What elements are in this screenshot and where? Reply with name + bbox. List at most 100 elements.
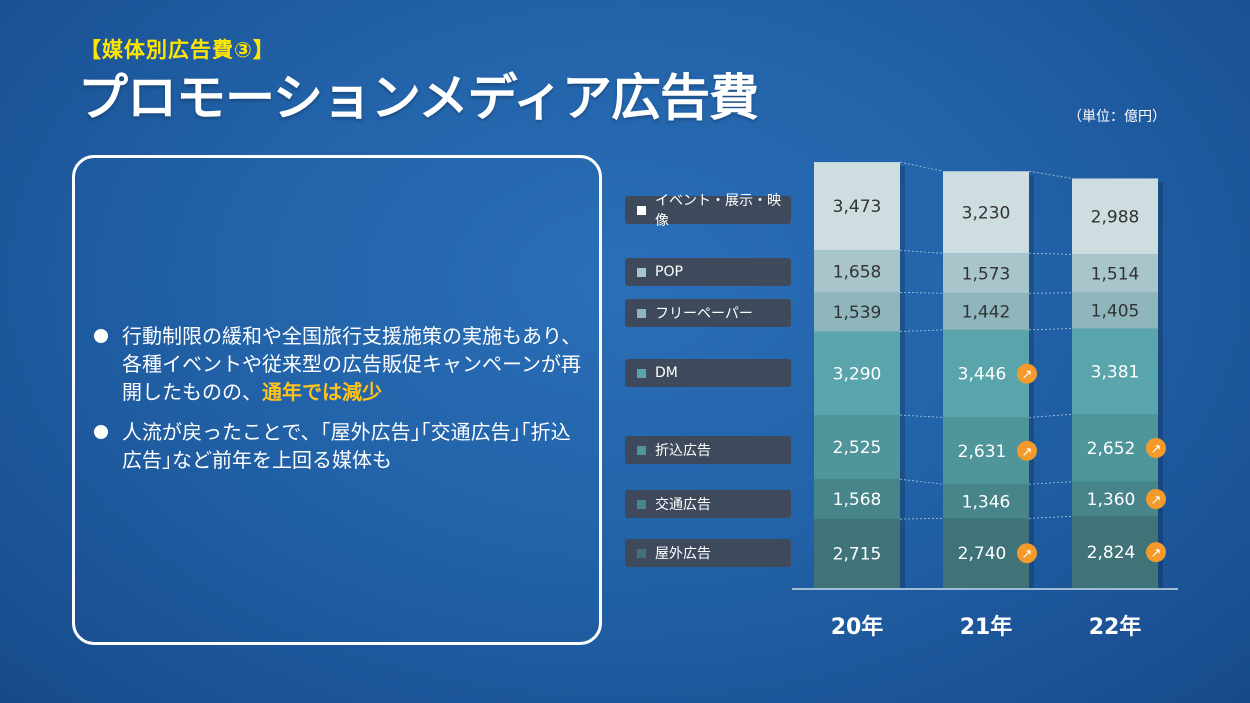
data-label: 2,988: [1091, 207, 1140, 227]
connector-line: [899, 161, 944, 172]
data-label: 2,740: [958, 544, 1007, 564]
bullet-list: 行動制限の緩和や全国旅行支援施策の実施もあり、各種イベントや従来型の広告販促キャ…: [90, 322, 590, 486]
increase-arrow-icon: [1146, 438, 1166, 459]
legend-label: 屋外広告: [655, 546, 711, 562]
bar-segment: [814, 479, 900, 520]
legend-swatch-icon: [637, 445, 646, 455]
bar-segment: [1072, 178, 1158, 255]
bar-segment: [1072, 414, 1158, 482]
increase-arrow-glyph: ↗: [1151, 493, 1162, 508]
bar-segment: [814, 292, 900, 332]
bullet-highlight: 通年では減少: [262, 380, 382, 404]
legend-label: 折込広告: [655, 443, 711, 459]
bar-segment: [1072, 516, 1158, 588]
increase-arrow-glyph: ↗: [1022, 547, 1033, 562]
legend-swatch-icon: [637, 267, 646, 277]
data-label: 1,442: [962, 303, 1011, 323]
connector-line: [1028, 328, 1073, 331]
data-label: 1,514: [1091, 265, 1140, 285]
bullet-dot-icon: [94, 329, 108, 343]
legend-swatch-icon: [637, 205, 646, 215]
connector-line: [899, 249, 944, 254]
bar-segment: [814, 331, 900, 416]
data-label: 1,346: [962, 492, 1011, 512]
bar-shadow: [1158, 182, 1163, 589]
bar-segment: [943, 417, 1029, 485]
connector-line: [899, 518, 944, 520]
unit-label: （単位：億円）: [1068, 109, 1166, 125]
legend-item: イベント・展示・映像: [625, 193, 791, 229]
legend-swatch-icon: [637, 308, 646, 318]
data-label: 1,568: [833, 490, 882, 510]
bullet-dot-icon: [94, 425, 108, 439]
bar-segment: [814, 162, 900, 251]
bar-segment: [1072, 328, 1158, 415]
increase-arrow-glyph: ↗: [1022, 368, 1033, 383]
bullet-text: 行動制限の緩和や全国旅行支援施策の実施もあり、各種イベントや従来型の広告販促キャ…: [122, 324, 582, 404]
connector-line: [1028, 481, 1073, 485]
bar-segment: [943, 293, 1029, 330]
bar-segment: [943, 518, 1029, 588]
bar-segment: [1072, 292, 1158, 329]
legend-item: POP: [625, 258, 791, 286]
increase-arrow-icon: [1017, 363, 1037, 384]
data-label: 1,658: [833, 262, 882, 282]
connector-line: [1028, 170, 1073, 179]
bar-segment: [943, 253, 1029, 294]
increase-arrow-icon: [1017, 543, 1037, 564]
data-label: 2,631: [958, 442, 1007, 462]
bar-shadow: [900, 166, 905, 588]
x-tick-label: 20年: [831, 614, 884, 640]
data-label: 1,360: [1087, 490, 1136, 510]
legend-item: フリーペーパー: [625, 299, 791, 327]
legend-item: 交通広告: [625, 490, 791, 518]
legend-item: DM: [625, 359, 791, 387]
bar-segment: [943, 329, 1029, 418]
legend-item: 折込広告: [625, 436, 791, 464]
connector-line: [899, 478, 944, 485]
legend-label: イベント・展示・映像: [655, 193, 781, 229]
data-label: 2,525: [833, 438, 882, 458]
legend-swatch-icon: [637, 548, 646, 558]
legend-label: 交通広告: [655, 497, 711, 513]
data-label: 1,539: [833, 303, 882, 323]
data-label: 2,824: [1087, 543, 1136, 563]
increase-arrow-icon: [1146, 542, 1166, 563]
connector-line: [899, 414, 944, 418]
connector-line: [899, 292, 944, 294]
bullet-item: 人流が戻ったことで、｢屋外広告｣｢交通広告｣｢折込広告｣など前年を上回る媒体も: [90, 418, 590, 474]
bar-segment: [814, 250, 900, 293]
connector-line: [899, 329, 944, 332]
increase-arrow-glyph: ↗: [1151, 546, 1162, 561]
increase-arrow-icon: [1017, 440, 1037, 461]
legend-item: 屋外広告: [625, 539, 791, 567]
x-tick-label: 22年: [1089, 614, 1142, 640]
data-label: 3,473: [833, 197, 882, 217]
data-label: 3,290: [833, 364, 882, 384]
slide-title: プロモーションメディア広告費: [78, 69, 759, 127]
data-label: 1,405: [1091, 302, 1140, 322]
bar-segment: [814, 415, 900, 480]
text-panel: [72, 155, 602, 645]
bullet-item: 行動制限の緩和や全国旅行支援施策の実施もあり、各種イベントや従来型の広告販促キャ…: [90, 322, 590, 406]
legend-swatch-icon: [637, 499, 646, 509]
data-label: 3,381: [1091, 362, 1140, 382]
increase-arrow-glyph: ↗: [1022, 445, 1033, 460]
data-label: 1,573: [962, 264, 1011, 284]
slide-subtitle: 【媒体別広告費③】: [80, 38, 275, 62]
connector-line: [1028, 252, 1073, 255]
connector-line: [1028, 413, 1073, 418]
bar-segment: [943, 484, 1029, 519]
data-label: 3,446: [958, 365, 1007, 385]
bar-segment: [814, 519, 900, 588]
bar-segment: [1072, 254, 1158, 293]
legend-label: フリーペーパー: [655, 306, 753, 322]
data-label: 2,715: [833, 545, 882, 565]
increase-arrow-glyph: ↗: [1151, 442, 1162, 457]
x-tick-label: 21年: [960, 614, 1013, 640]
bar-segment: [1072, 481, 1158, 517]
increase-arrow-icon: [1146, 488, 1166, 509]
bar-segment: [943, 171, 1029, 254]
